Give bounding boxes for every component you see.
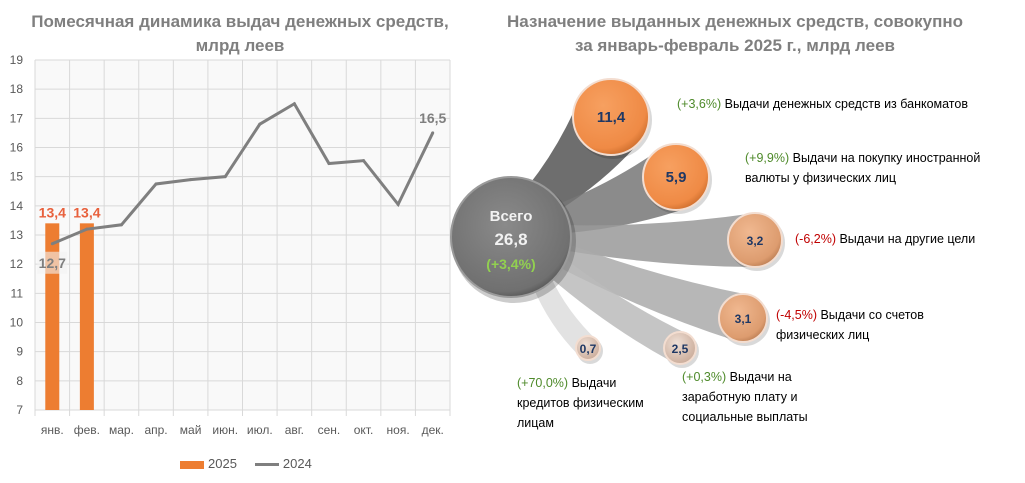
x-tick-label: авг. — [285, 423, 304, 437]
y-tick-label: 16 — [10, 141, 24, 155]
bubble-value: 2,5 — [672, 342, 689, 356]
connector-ribbon — [563, 213, 756, 267]
bubble — [575, 335, 601, 361]
x-tick-label: май — [180, 423, 202, 437]
bubble — [572, 78, 650, 156]
connector-ribbon — [548, 255, 689, 362]
change: (-4,5%) — [776, 308, 817, 322]
bubble-label-3: (-4,5%) Выдачи со счетов физических лиц — [776, 305, 966, 345]
y-tick-label: 15 — [10, 170, 24, 184]
x-tick-label: фев. — [74, 423, 100, 437]
y-tick-label: 10 — [10, 316, 24, 330]
bar-2025 — [45, 223, 60, 410]
line-point — [258, 122, 262, 126]
bubble-value: 11,4 — [597, 109, 626, 126]
bar-2025 — [79, 223, 94, 410]
x-tick-label: ноя. — [387, 423, 410, 437]
bubble-label-1: (+9,9%) Выдачи на покупку иностранной ва… — [745, 148, 995, 188]
line-point — [327, 162, 331, 166]
y-tick-label: 14 — [10, 199, 24, 213]
line-point — [119, 223, 123, 227]
line-data-label-first: 12,7 — [39, 255, 66, 271]
bubble-value: 3,2 — [747, 234, 764, 248]
y-tick-label: 13 — [10, 228, 24, 242]
total-change: (+3,4%) — [486, 256, 535, 272]
label: Выдачи кредитов физическим лицам — [517, 376, 644, 430]
right-chart-title: Назначение выданных денежных средств, со… — [507, 12, 963, 55]
total-value: 26,8 — [494, 230, 527, 249]
bubble-label-2: (-6,2%) Выдачи на другие цели — [795, 229, 1015, 249]
line-point — [362, 159, 366, 163]
line-point — [431, 131, 435, 135]
line-point — [223, 175, 227, 179]
change: (+3,6%) — [677, 97, 722, 111]
x-tick-label: апр. — [144, 423, 167, 437]
y-tick-label: 8 — [16, 374, 23, 388]
bubble — [642, 143, 710, 211]
line-point — [292, 102, 296, 106]
connector-ribbon — [556, 242, 751, 341]
bubble-value: 0,7 — [580, 342, 597, 356]
bar-data-label: 13,4 — [39, 204, 66, 220]
line-point — [85, 227, 89, 231]
total-label: Всего — [490, 208, 533, 225]
y-tick-label: 19 — [10, 53, 24, 67]
label: Выдачи со счетов физических лиц — [776, 308, 924, 342]
change: (+0,3%) — [682, 370, 727, 384]
legend-label: 2024 — [282, 456, 312, 471]
bubble — [727, 212, 783, 268]
bubble-label-0: (+3,6%) Выдачи денежных средств из банко… — [677, 94, 997, 114]
line-point — [50, 242, 54, 246]
total-bubble — [450, 176, 572, 298]
label: Выдачи на заработную плату и социальные … — [682, 370, 808, 424]
line-2024 — [51, 101, 435, 246]
change: (+9,9%) — [745, 151, 790, 165]
y-tick-label: 11 — [11, 286, 24, 300]
x-tick-label: июн. — [212, 423, 238, 437]
left-chart-title: Помесячная динамика выдач денежных средс… — [31, 12, 449, 55]
y-tick-label: 12 — [10, 257, 24, 271]
legend: 2025 2024 — [180, 456, 312, 471]
y-tick-label: 9 — [16, 345, 23, 359]
line-point — [396, 202, 400, 206]
line-label-bg — [37, 251, 68, 274]
bubble — [663, 331, 697, 365]
x-tick-label: окт. — [354, 423, 374, 437]
x-tick-label: янв. — [41, 423, 64, 437]
line-data-label-last: 16,5 — [419, 110, 446, 126]
label: Выдачи на покупку иностранной валюты у ф… — [745, 151, 981, 185]
y-tick-label: 7 — [16, 403, 23, 417]
x-tick-label: мар. — [109, 423, 134, 437]
y-tick-label: 18 — [10, 82, 24, 96]
legend-2025: 2025 — [180, 456, 237, 471]
bubble-label-4: (+0,3%) Выдачи на заработную плату и соц… — [682, 367, 817, 427]
bubble-value: 5,9 — [666, 169, 687, 186]
legend-2024: 2024 — [254, 456, 312, 471]
line-point — [189, 178, 193, 182]
x-tick-label: июл. — [247, 423, 273, 437]
connector-ribbon — [532, 274, 598, 355]
label: Выдачи на другие цели — [839, 232, 976, 246]
bubble — [718, 293, 768, 343]
change: (-6,2%) — [795, 232, 836, 246]
bar-data-label: 13,4 — [73, 204, 100, 220]
y-tick-label: 17 — [10, 111, 24, 125]
legend-label: 2025 — [208, 456, 237, 471]
change: (+70,0%) — [517, 376, 569, 390]
x-tick-label: сен. — [318, 423, 341, 437]
bubble-label-5: (+70,0%) Выдачи кредитов физическим лица… — [517, 373, 652, 433]
bubble-value: 3,1 — [735, 312, 752, 326]
line-point — [154, 182, 158, 186]
label: Выдачи денежных средств из банкоматов — [724, 97, 968, 111]
x-tick-label: дек. — [422, 423, 444, 437]
